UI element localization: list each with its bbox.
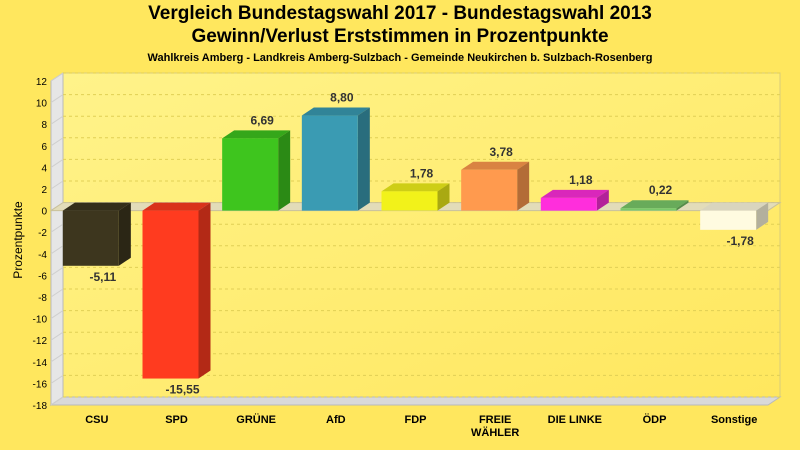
chart-caption: Wahlkreis Amberg - Landkreis Amberg-Sulz… [147, 52, 653, 64]
bar-side [596, 189, 609, 211]
bar-side [517, 161, 530, 211]
bar-side [198, 202, 211, 379]
data-label: 3,78 [489, 145, 513, 159]
y-tick-label: 6 [41, 142, 47, 153]
side-gridline [50, 288, 64, 298]
data-label: 1,78 [410, 166, 434, 180]
side-gridline [50, 180, 64, 190]
y-tick-label: -18 [33, 401, 48, 412]
y-tick-label: 2 [41, 185, 47, 196]
plot-floor [49, 396, 782, 406]
bar-front [700, 210, 757, 230]
bar-top [461, 161, 530, 170]
bar-side [756, 202, 769, 230]
chart-title: Vergleich Bundestagswahl 2017 - Bundesta… [148, 3, 652, 24]
y-tick-label: -6 [38, 271, 47, 282]
y-tick-label: -8 [38, 293, 47, 304]
bar-side [118, 202, 131, 266]
bar-side [437, 183, 450, 211]
y-tick-label: -14 [33, 358, 48, 369]
bar-front [461, 169, 518, 211]
y-tick-label: 12 [36, 77, 48, 88]
data-label: -15,55 [165, 383, 199, 397]
bar-front [381, 191, 438, 211]
bar-top [540, 189, 609, 198]
x-tick-label: ÖDP [643, 413, 667, 426]
bar-top [222, 130, 291, 139]
x-tick-label: DIE LINKE [548, 414, 602, 426]
bar-front [142, 210, 199, 379]
bar-side [357, 107, 370, 211]
bar-top [700, 202, 769, 211]
y-tick-label: 4 [41, 163, 47, 174]
x-tick-label: FREIE [479, 414, 511, 426]
bar-top [620, 200, 689, 209]
data-label: 6,69 [250, 113, 274, 127]
side-gridline [50, 331, 64, 341]
bar-front [222, 138, 279, 211]
x-tick-label: WÄHLER [471, 426, 519, 439]
x-tick-label: CSU [85, 414, 108, 426]
data-label: 8,80 [330, 91, 354, 105]
bar-top [301, 107, 370, 116]
y-tick-label: 0 [41, 207, 47, 218]
y-tick-label: 8 [41, 120, 47, 131]
bar-front [301, 115, 358, 211]
data-label: -5,11 [89, 270, 116, 284]
side-gridline [50, 353, 64, 363]
x-tick-label: Sonstige [711, 414, 757, 426]
data-label: 1,18 [569, 173, 593, 187]
y-tick-label: -4 [38, 250, 47, 261]
bar [540, 189, 609, 211]
bar [62, 202, 131, 266]
side-gridline [50, 266, 64, 276]
y-tick-label: -10 [33, 315, 48, 326]
y-tick-label: -2 [38, 228, 47, 239]
side-gridline [50, 245, 64, 255]
side-gridline [50, 94, 64, 104]
bar [461, 161, 530, 211]
side-gridline [50, 72, 64, 82]
chart-subtitle: Gewinn/Verlust Erststimmen in Prozentpun… [191, 26, 609, 47]
y-tick-label: 10 [36, 99, 48, 110]
y-tick-label: -16 [33, 379, 48, 390]
side-gridline [50, 137, 64, 147]
side-gridline [50, 396, 64, 406]
side-gridline [50, 115, 64, 125]
bar [620, 200, 689, 211]
bar [301, 107, 370, 211]
side-gridline [50, 223, 64, 233]
bar-front [540, 197, 597, 211]
side-gridline [50, 158, 64, 168]
x-tick-label: GRÜNE [236, 413, 276, 426]
bar [700, 202, 769, 230]
data-label: 0,22 [649, 183, 673, 197]
y-tick-label: -12 [33, 336, 48, 347]
x-tick-label: SPD [165, 414, 188, 426]
bar-side [278, 130, 291, 211]
x-tick-label: AfD [326, 414, 346, 426]
bar [222, 130, 291, 211]
y-axis-label: Prozentpunkte [11, 201, 25, 279]
bar-front [620, 208, 677, 211]
bar-top [62, 202, 131, 211]
bar [142, 202, 211, 379]
data-label: -1,78 [726, 234, 754, 248]
side-gridline [50, 374, 64, 384]
bar-side [676, 200, 689, 211]
bar [381, 183, 450, 211]
bar-front [62, 210, 119, 266]
x-tick-label: FDP [405, 414, 427, 426]
bar-top [381, 183, 450, 192]
bar-top [142, 202, 211, 211]
side-gridline [50, 310, 64, 320]
